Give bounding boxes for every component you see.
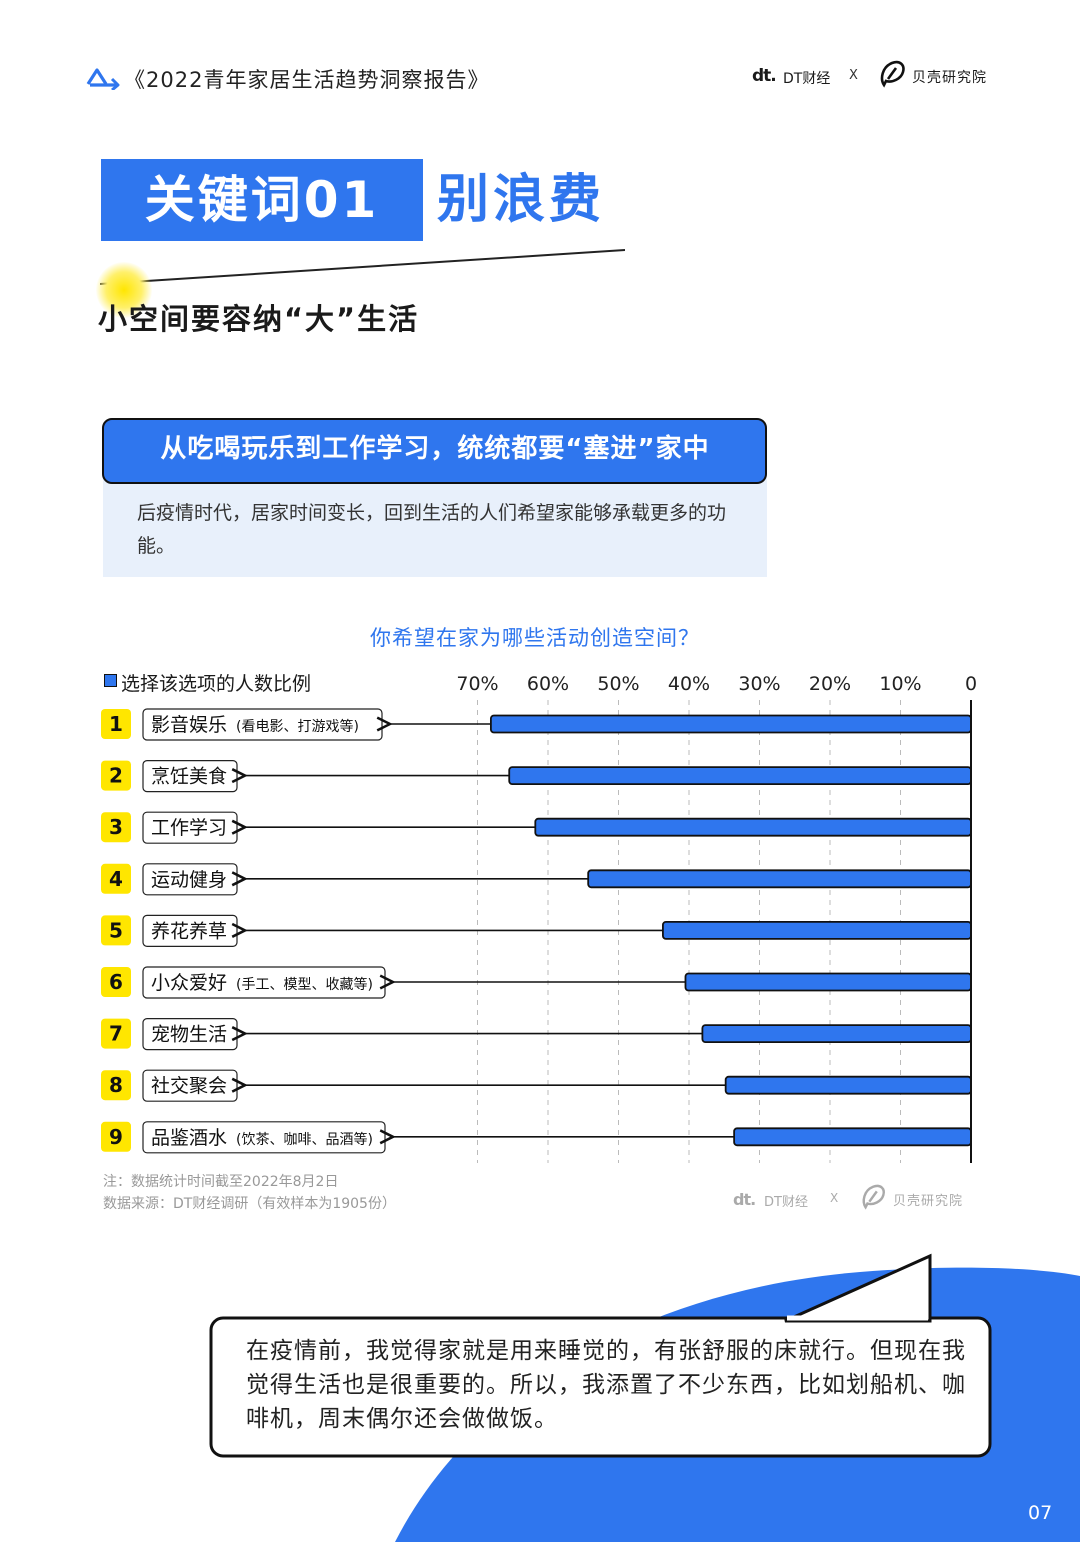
rank-number: 4 xyxy=(109,867,123,891)
bar xyxy=(534,817,972,837)
dt-logo-name: DT财经 xyxy=(783,71,831,87)
logo-separator: X xyxy=(849,68,858,83)
keyword-label: 关键词01 xyxy=(144,171,380,229)
category-note: (手工、模型、收藏等) xyxy=(236,976,373,993)
category-label: 养花养草 xyxy=(151,920,227,942)
legend-label: 选择该选项的人数比例 xyxy=(121,673,312,695)
bar xyxy=(489,714,972,734)
x-tick-label: 10% xyxy=(879,673,921,695)
watermark-dt-mark: dt. xyxy=(733,1190,756,1209)
bar xyxy=(587,869,972,889)
section-heading-box xyxy=(102,418,767,484)
category-label: 运动健身 xyxy=(151,869,227,891)
category-label: 宠物生活 xyxy=(151,1024,227,1046)
watermark-dt-name: DT财经 xyxy=(764,1195,808,1210)
x-tick-label: 20% xyxy=(809,673,851,695)
category-label: 影音娱乐 xyxy=(151,714,227,736)
x-tick-label: 50% xyxy=(597,673,639,695)
keyword-text: 别浪费 xyxy=(437,170,606,230)
section-panel xyxy=(103,478,767,577)
x-tick-label: 40% xyxy=(668,673,710,695)
section-heading: 从吃喝玩乐到工作学习，统统都要“塞进”家中 xyxy=(160,434,710,464)
rank-badge xyxy=(101,709,131,739)
x-tick-label: 70% xyxy=(456,673,498,695)
divider-line xyxy=(100,249,625,285)
sun-highlight xyxy=(96,262,152,318)
rank-badge xyxy=(101,1018,131,1049)
chart-title: 你希望在家为哪些活动创造空间？ xyxy=(370,626,700,650)
bar xyxy=(684,972,972,992)
bar-chart: 70% 60% 50% 40% 30% 20% 10% 0 1 影音娱乐 (看电影、打游戏等) 2 烹饪… xyxy=(101,673,977,1163)
section-body: 后疫情时代，居家时间变长，回到生活的人们希望家能够承载更多的功能。 xyxy=(137,502,727,557)
keyword-badge xyxy=(101,159,423,241)
x-tick-label: 30% xyxy=(738,673,780,695)
watermark-beike-icon xyxy=(862,1184,885,1210)
bar xyxy=(724,1075,972,1095)
rank-badge xyxy=(101,760,131,791)
rank-number: 9 xyxy=(109,1125,123,1149)
page-number: 07 xyxy=(1028,1502,1053,1524)
bar xyxy=(662,921,972,940)
chart-note: 注：数据统计时间截至2022年8月2日 xyxy=(103,1174,339,1190)
rank-badge xyxy=(101,1070,131,1101)
rank-number: 6 xyxy=(109,970,123,994)
x-tick-label: 0 xyxy=(965,673,977,695)
rank-number: 7 xyxy=(109,1022,123,1046)
rank-badge xyxy=(101,1121,131,1152)
bar xyxy=(701,1024,972,1043)
rank-badge xyxy=(101,915,131,946)
chart-source: 数据来源：DT财经调研（有效样本为1905份） xyxy=(103,1196,396,1212)
x-tick-label: 60% xyxy=(527,673,569,695)
beike-logo-icon xyxy=(880,60,905,88)
watermark-beike-name: 贝壳研究院 xyxy=(893,1194,964,1209)
rank-badge xyxy=(101,863,131,894)
category-label: 烹饪美食 xyxy=(151,766,227,788)
beike-logo-name: 贝壳研究院 xyxy=(912,70,987,86)
cloud-arrow-icon xyxy=(86,68,120,90)
rank-badge xyxy=(101,812,131,843)
category-note: (饮茶、咖啡、品酒等) xyxy=(236,1131,373,1148)
bar xyxy=(733,1127,972,1147)
quote-background xyxy=(209,1253,1080,1542)
quote-text: 在疫情前，我觉得家就是用来睡觉的，有张舒服的床就行。但现在我觉得生活也是很重要的… xyxy=(246,1338,966,1432)
rank-number: 2 xyxy=(109,764,123,788)
rank-badge xyxy=(101,967,131,997)
category-note: (看电影、打游戏等) xyxy=(236,718,359,735)
category-label: 小众爱好 xyxy=(151,972,227,994)
category-label: 品鉴酒水 xyxy=(151,1127,227,1149)
page-subtitle: 小空间要容纳“大”生活 xyxy=(98,302,420,336)
rank-number: 3 xyxy=(109,815,123,839)
report-title: 《2022青年家居生活趋势洞察报告》 xyxy=(124,68,490,92)
category-label: 工作学习 xyxy=(151,817,227,839)
rank-number: 5 xyxy=(109,918,123,942)
rank-number: 1 xyxy=(109,712,123,736)
legend-swatch xyxy=(104,674,117,687)
bar xyxy=(508,766,972,785)
category-label: 社交聚会 xyxy=(151,1075,227,1097)
rank-number: 8 xyxy=(109,1073,123,1097)
dt-logo-mark: dt. xyxy=(752,66,777,86)
watermark-separator: X xyxy=(830,1191,839,1205)
